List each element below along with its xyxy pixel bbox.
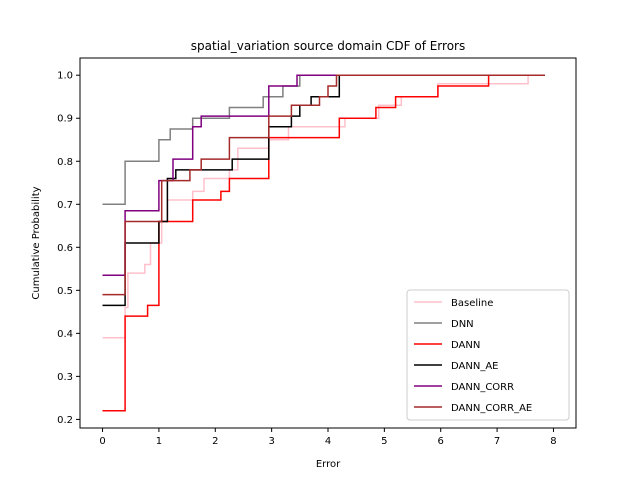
- y-tick-label: 0.3: [57, 372, 73, 383]
- series-layer: [102, 74, 545, 412]
- legend-label: DANN_AE: [451, 361, 499, 372]
- x-tick-label: 2: [212, 436, 218, 447]
- x-tick-label: 7: [494, 436, 500, 447]
- x-tick-label: 4: [325, 436, 331, 447]
- y-tick-label: 1.0: [57, 71, 73, 82]
- series-line-dann: [102, 74, 545, 412]
- series-line-baseline: [102, 74, 545, 339]
- y-tick-label: 0.5: [57, 286, 73, 297]
- y-tick-label: 0.4: [57, 329, 73, 340]
- legend-label: DNN: [451, 319, 474, 330]
- x-tick-label: 1: [156, 436, 162, 447]
- legend-label: DANN_CORR_AE: [451, 403, 532, 414]
- legend: Baseline DNN DANN DANN_AE DANN_CORR DANN_CORR…: [406, 289, 570, 421]
- x-tick-label: 6: [438, 436, 444, 447]
- x-axis: 0 1 2 3 4 5 6 7 8: [99, 428, 557, 447]
- x-tick-label: 3: [268, 436, 274, 447]
- legend-label: DANN_CORR: [451, 382, 514, 393]
- y-tick-label: 0.7: [57, 200, 73, 211]
- chart-title: spatial_variation source domain CDF of E…: [191, 39, 465, 53]
- series-line-dann-corr: [102, 74, 545, 277]
- series-line-dann-corr-ae: [102, 74, 545, 296]
- x-tick-label: 0: [99, 436, 105, 447]
- x-tick-label: 5: [381, 436, 387, 447]
- legend-items: Baseline DNN DANN DANN_AE DANN_CORR DANN_CORR…: [414, 298, 532, 414]
- x-tick-label: 8: [550, 436, 556, 447]
- y-tick-label: 0.6: [57, 243, 73, 254]
- x-axis-label: Error: [316, 459, 341, 470]
- legend-box: [406, 289, 570, 421]
- y-tick-label: 0.9: [57, 114, 73, 125]
- legend-label: DANN: [451, 340, 480, 351]
- y-tick-label: 0.2: [57, 415, 73, 426]
- y-axis-label: Cumulative Probability: [31, 186, 42, 299]
- legend-label: Baseline: [451, 298, 493, 309]
- y-axis: 0.2 0.3 0.4 0.5 0.6 0.7 0.8 0.9 1.0: [57, 71, 80, 426]
- series-line-dann-ae: [102, 74, 545, 307]
- y-tick-label: 0.8: [57, 157, 73, 168]
